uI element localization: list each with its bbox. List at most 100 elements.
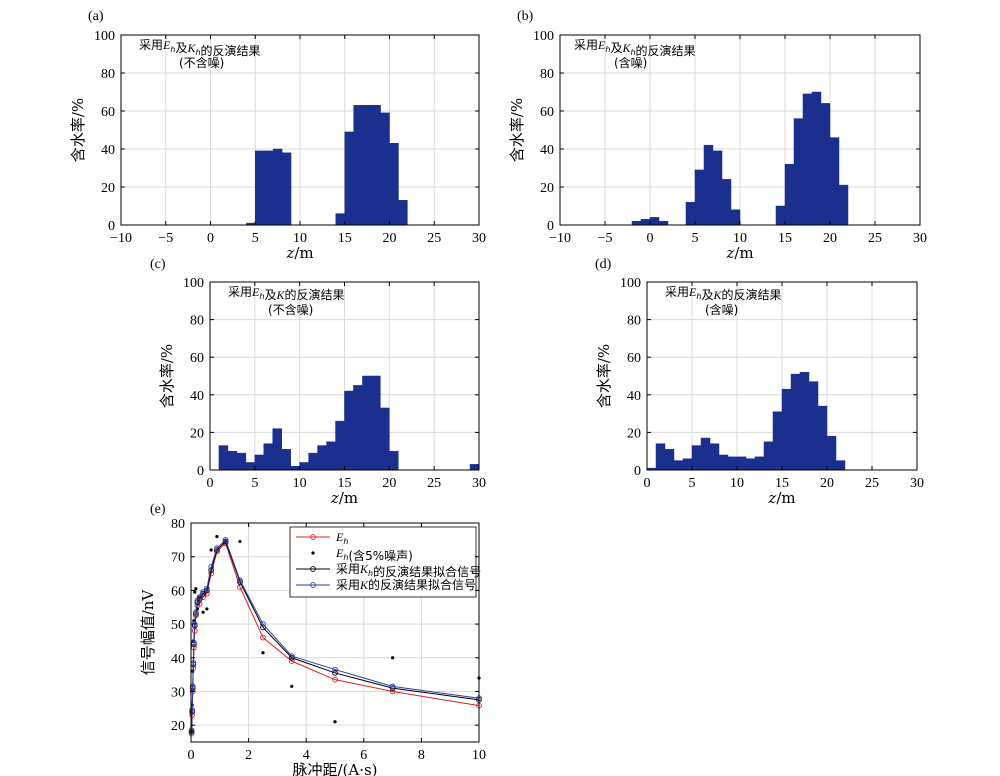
x-axis-label: z/m [330,489,358,507]
bar [763,441,774,471]
panel-label: (a) [88,9,104,24]
x-tick-label: 5 [251,476,258,491]
y-tick-label: 40 [190,389,204,404]
chart-panel-c: (c) 采用Eh及K的反演结果(不含噪) 0 5 10 15 20 25 30 0 20 40 60 80… [150,257,486,507]
x-tick-label: 10 [293,231,307,246]
data-point [203,585,210,592]
chart-panel-a: (a) 采用Eh及Kh的反演结果(不含噪) −10 −5 0 5 10 15 20 25 30 0 20… [69,9,486,262]
panel-label: (b) [517,9,534,24]
bar [694,169,705,226]
data-point [208,563,215,570]
data-point [261,651,265,655]
y-tick-label: 20 [627,426,641,441]
x-tick-label: 0 [647,231,654,246]
legend-swatch-marker [310,582,316,588]
x-tick-label: −10 [549,231,571,246]
chart-panel-b: (b) 采用Eh及Kh的反演结果(含噪) −10 −5 0 5 10 15 20 25 30 0 20 4… [508,9,927,262]
bar [389,143,399,226]
y-tick-label: 40 [101,143,115,158]
x-tick-label: 10 [730,476,744,491]
y-tick-label: 80 [190,314,204,329]
data-point [194,587,198,591]
bar [371,105,381,226]
x-tick-label: 25 [427,231,441,246]
bar [835,460,846,471]
x-tick-label: 6 [360,748,367,763]
x-tick-label: 20 [383,231,397,246]
x-tick-label: 15 [778,231,792,246]
bar [838,184,849,226]
bar [820,103,831,226]
legend-swatch-marker [310,534,316,540]
bar [829,137,840,226]
bar [709,443,720,471]
bar [817,405,828,471]
bar [362,375,372,471]
x-tick-label: 4 [303,748,310,763]
bar [727,456,738,471]
x-tick-label: 20 [820,476,834,491]
x-tick-label: 10 [733,231,747,246]
bar [775,205,786,226]
bar [673,460,684,471]
bar [754,456,765,471]
bar [745,458,756,471]
data-point [391,656,395,660]
data-point [290,684,294,689]
bar [272,428,282,471]
x-tick-label: −10 [110,231,132,246]
x-tick-label: 15 [775,476,789,491]
chart-title-line: 采用Eh及K的反演结果 [665,285,781,302]
data-point [333,720,337,724]
x-tick-label: 30 [913,231,927,246]
data-point [237,577,243,584]
x-tick-label: 15 [338,231,352,246]
y-tick-label: 60 [171,584,185,599]
data-point [260,621,266,627]
x-tick-label: 25 [865,476,879,491]
bar [721,179,732,226]
y-tick-label: 40 [540,143,554,158]
x-tick-label: −5 [158,231,173,246]
bar [255,150,265,226]
data-point [193,609,199,616]
data-point [205,607,209,611]
y-tick-label: 40 [627,389,641,404]
x-tick-label: 20 [382,476,396,491]
x-tick-label: 5 [692,231,699,246]
bar [218,445,229,471]
x-tick-label: 30 [910,476,924,491]
y-tick-label: 80 [171,517,185,532]
legend-entry: Eh [335,530,348,546]
legend-entry: 采用K的反演结果拟合信号 [336,577,476,592]
data-point [214,545,220,552]
x-tick-label: 30 [472,231,486,246]
bar [685,201,696,226]
bar [811,91,822,226]
x-tick-label: 0 [644,476,651,491]
bar [784,163,795,226]
y-tick-label: 20 [101,181,115,196]
bar [736,456,747,471]
data-point [196,594,203,600]
y-tick-label: 100 [620,276,641,291]
bar [664,449,675,471]
x-tick-label: 30 [472,476,486,491]
data-point [215,534,219,539]
data-point [188,727,195,734]
y-axis-label: 含水率/% [69,98,87,162]
bar [781,388,792,471]
bar [308,452,318,471]
panel-label: (d) [595,257,612,272]
data-point [214,547,220,553]
data-point [332,666,338,673]
bar [790,373,801,471]
x-axis-label: z/m [285,244,313,262]
bar [254,454,265,471]
chart-title-line: 采用Eh及K的反演结果 [228,285,344,302]
data-point [209,548,213,552]
x-tick-label: 5 [252,231,259,246]
y-tick-label: 70 [171,551,185,566]
bar [335,420,345,471]
x-tick-label: 0 [188,748,195,763]
